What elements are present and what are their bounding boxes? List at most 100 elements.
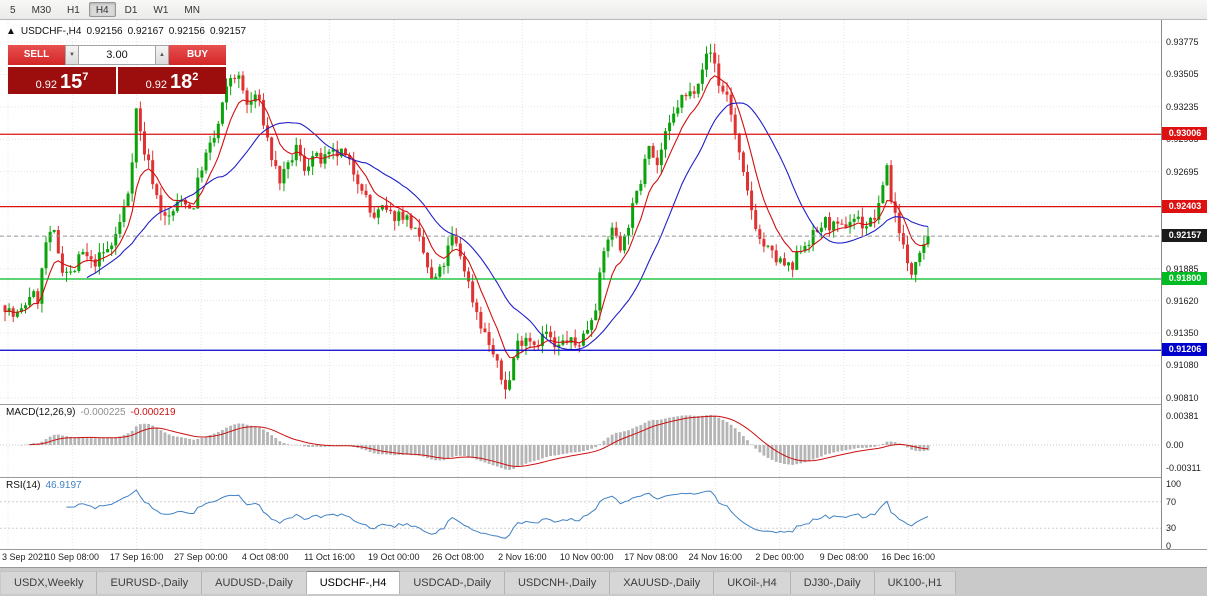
horizontal-level-lines xyxy=(0,133,1161,351)
timeframe-button-d1[interactable]: D1 xyxy=(124,5,138,16)
price-level-badge: 0.92157 xyxy=(1162,229,1207,243)
buy-button[interactable]: BUY xyxy=(169,45,226,65)
price-axis-tick: 0.90810 xyxy=(1166,392,1199,403)
price-axis[interactable]: 0.937750.935050.932350.929650.926950.924… xyxy=(1161,20,1207,551)
time-axis-label: 17 Sep 16:00 xyxy=(109,552,164,562)
time-axis-label: 4 Oct 08:00 xyxy=(241,552,289,562)
time-axis-label: 24 Nov 16:00 xyxy=(688,552,743,562)
rsi-axis-tick: 100 xyxy=(1166,479,1182,489)
chart-tab-ukoil-h4[interactable]: UKOil-,H4 xyxy=(714,570,791,594)
price-level-badge: 0.92403 xyxy=(1162,199,1207,213)
buy-price-display[interactable]: 0.92 18 2 xyxy=(118,67,226,94)
time-axis-label: 16 Dec 16:00 xyxy=(881,552,935,562)
sell-price-pips: 15 xyxy=(60,71,83,93)
timeframe-toolbar: 5 M30 H1 H4 D1 W1 MN xyxy=(0,0,1207,20)
rsi-axis-tick: 30 xyxy=(1166,523,1177,533)
rsi-indicator-header: RSI(14) 46.9197 xyxy=(6,480,82,491)
macd-axis-tick: 0.00 xyxy=(1166,440,1184,450)
trade-prices-row: 0.92 15 7 0.92 18 2 xyxy=(8,67,226,94)
volume-increase-button[interactable]: ▲ xyxy=(155,45,169,65)
ma-fast-line xyxy=(4,75,929,359)
rsi-axis-tick: 70 xyxy=(1166,497,1177,507)
rsi-pane-separator[interactable] xyxy=(0,477,1207,478)
sell-price-point: 7 xyxy=(82,71,89,83)
time-axis-label: 9 Dec 08:00 xyxy=(819,552,869,562)
chart-tab-usdchf-h4[interactable]: USDCHF-,H4 xyxy=(306,570,401,594)
time-axis-label: 10 Nov 00:00 xyxy=(559,552,614,562)
sell-button[interactable]: SELL xyxy=(8,45,65,65)
collapse-icon[interactable]: ▲ xyxy=(6,26,16,37)
volume-decrease-button[interactable]: ▼ xyxy=(65,45,79,65)
timeframe-button-w1[interactable]: W1 xyxy=(153,5,169,16)
chart-canvas[interactable] xyxy=(0,20,1161,550)
time-axis-label: 2 Dec 00:00 xyxy=(755,552,804,562)
buy-price-pips: 18 xyxy=(170,71,193,93)
timeframe-button-5[interactable]: 5 xyxy=(10,5,16,16)
volume-input[interactable] xyxy=(79,45,155,65)
time-axis-separator xyxy=(0,549,1207,550)
time-axis-label: 17 Nov 08:00 xyxy=(624,552,678,562)
price-axis-tick: 0.93505 xyxy=(1166,69,1199,80)
chart-tab-dj30-daily[interactable]: DJ30-,Daily xyxy=(790,570,875,594)
price-level-badge: 0.93006 xyxy=(1162,127,1207,141)
ma-slow-line xyxy=(86,102,929,351)
rsi-line xyxy=(66,489,929,539)
time-axis-label: 3 Sep 2021 xyxy=(2,552,49,562)
rsi-axis-tick: 0 xyxy=(1166,541,1172,551)
time-axis-label: 27 Sep 00:00 xyxy=(174,552,228,562)
time-axis-label: 19 Oct 00:00 xyxy=(368,552,420,562)
price-axis-tick: 0.91080 xyxy=(1166,360,1199,371)
buy-price-prefix: 0.92 xyxy=(145,79,168,91)
price-axis-tick: 0.92695 xyxy=(1166,166,1199,177)
trade-buttons-row: SELL ▼ ▲ BUY xyxy=(8,45,226,65)
timeframe-button-h1[interactable]: H1 xyxy=(67,5,80,16)
price-level-badge: 0.91800 xyxy=(1162,272,1207,285)
chart-tab-xauusd-daily[interactable]: XAUUSD-,Daily xyxy=(610,570,715,594)
chart-symbol-label: USDCHF-,H4 xyxy=(20,26,82,37)
chart-tab-uk100-h1[interactable]: UK100-,H1 xyxy=(874,570,957,594)
time-axis-label: 11 Oct 16:00 xyxy=(304,552,355,562)
sell-price-prefix: 0.92 xyxy=(35,79,58,91)
sell-price-display[interactable]: 0.92 15 7 xyxy=(8,67,116,94)
price-axis-tick: 0.91620 xyxy=(1166,295,1199,306)
time-axis-label: 2 Nov 16:00 xyxy=(498,552,547,562)
macd-signal-line xyxy=(29,415,929,468)
price-axis-tick: 0.93775 xyxy=(1166,37,1199,47)
macd-axis-tick: 0.00381 xyxy=(1166,411,1199,421)
candlestick-series xyxy=(3,43,930,400)
macd-axis-tick: -0.00311 xyxy=(1166,463,1201,473)
price-axis-tick: 0.91350 xyxy=(1166,328,1199,338)
chart-ohlc-header: ▲ USDCHF-,H4 0.92156 0.92167 0.92156 0.92157 xyxy=(6,26,251,37)
timeframe-button-mn[interactable]: MN xyxy=(184,5,200,16)
macd-name: MACD(12,26,9) xyxy=(6,407,76,418)
price-axis-tick: 0.91885 xyxy=(1166,263,1199,274)
rsi-name: RSI(14) xyxy=(6,480,41,491)
ohlc-low: 0.92156 xyxy=(168,26,205,37)
ohlc-close: 0.92157 xyxy=(209,26,247,37)
chart-grid xyxy=(0,20,1161,550)
chart-tab-usdcnh-daily[interactable]: USDCNH-,Daily xyxy=(504,570,611,594)
ohlc-open: 0.92156 xyxy=(86,26,123,37)
time-axis-label: 26 Oct 08:00 xyxy=(432,552,484,562)
ohlc-high: 0.92167 xyxy=(127,26,164,37)
chart-tab-audusd-daily[interactable]: AUDUSD-,Daily xyxy=(202,570,307,594)
macd-pane xyxy=(0,415,1161,470)
timeframe-button-h4[interactable]: H4 xyxy=(88,2,116,17)
timeframe-button-m30[interactable]: M30 xyxy=(31,5,52,16)
time-axis-label: 10 Sep 08:00 xyxy=(45,552,100,562)
chart-tab-usdcad-daily[interactable]: USDCAD-,Daily xyxy=(400,570,505,594)
macd-indicator-header: MACD(12,26,9) -0.000225 -0.000219 xyxy=(6,407,176,418)
rsi-pane xyxy=(0,489,1161,539)
chart-tab-usdx-weekly[interactable]: USDX,Weekly xyxy=(1,570,98,594)
time-axis[interactable]: 3 Sep 2021 10 Sep 08:00 17 Sep 16:00 27 Sep… xyxy=(0,550,1161,567)
buy-price-point: 2 xyxy=(192,71,199,83)
macd-pane-separator[interactable] xyxy=(0,404,1207,405)
macd-signal-value: -0.000219 xyxy=(130,407,176,418)
rsi-value: 46.9197 xyxy=(45,480,82,491)
price-axis-tick: 0.93235 xyxy=(1166,101,1199,112)
macd-main-value: -0.000225 xyxy=(80,407,126,418)
chart-tab-bar: USDX,Weekly EURUSD-,Daily AUDUSD-,Daily USD… xyxy=(0,567,1207,596)
price-level-badge: 0.91206 xyxy=(1162,343,1207,357)
chart-tab-eurusd-daily[interactable]: EURUSD-,Daily xyxy=(97,570,203,594)
